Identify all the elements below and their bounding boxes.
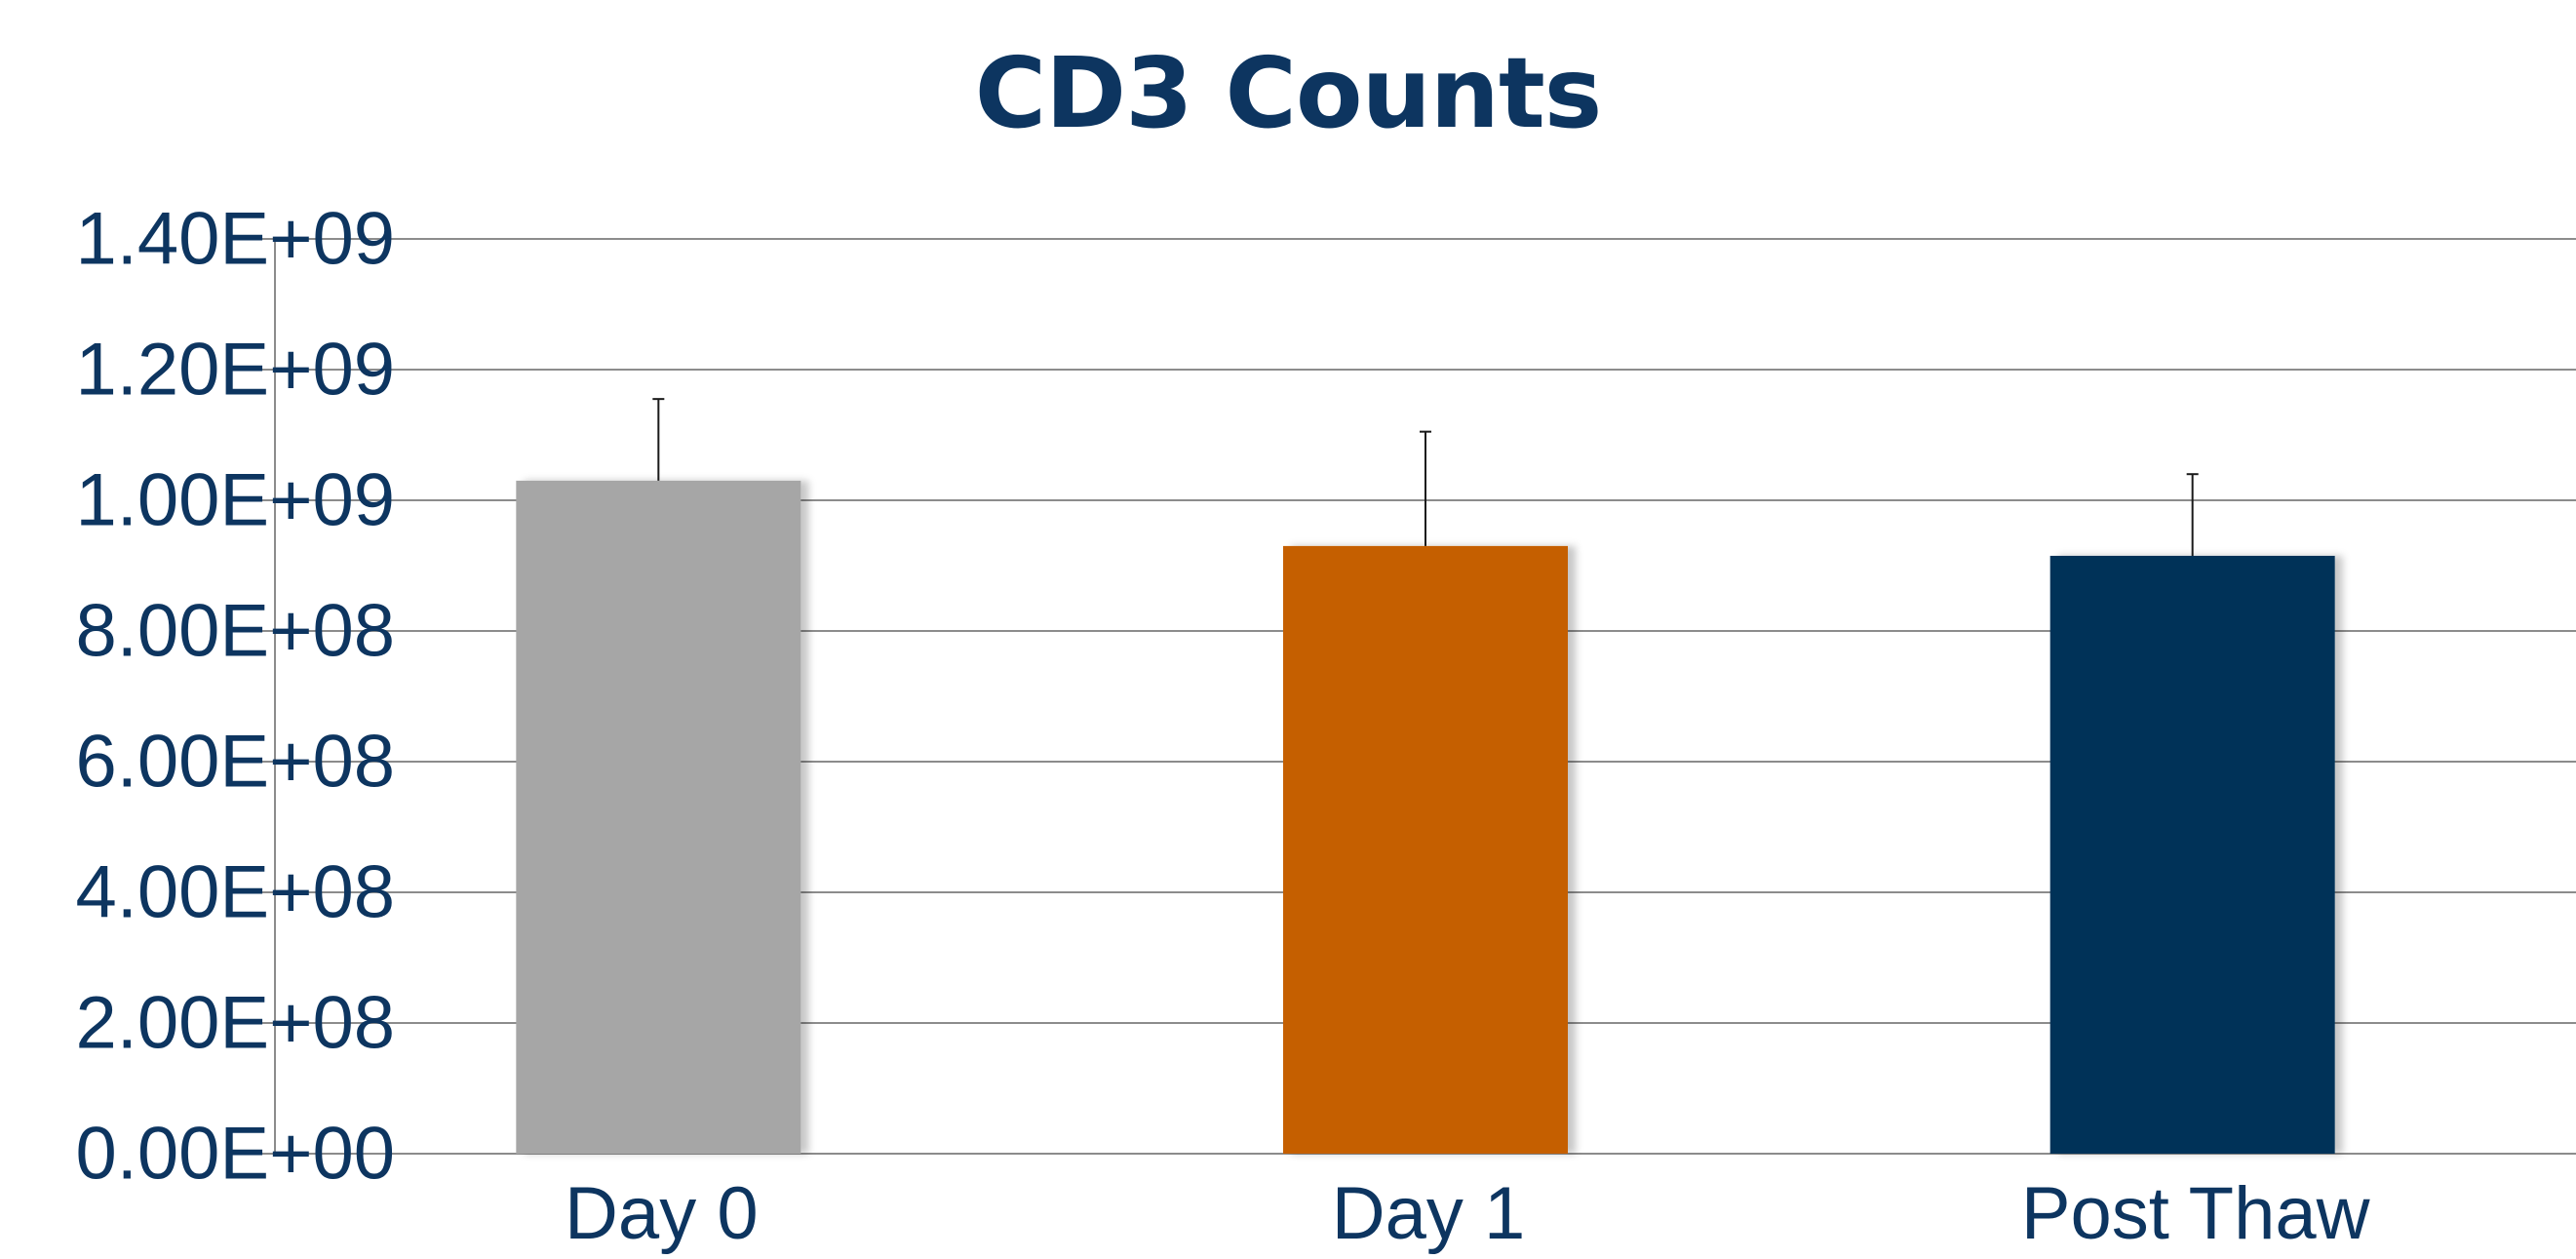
bar-day-1 bbox=[1283, 545, 1568, 1154]
y-tick-label: 6.00E+08 bbox=[75, 721, 395, 804]
bar-day-0 bbox=[516, 480, 801, 1154]
x-category-label: Day 1 bbox=[1332, 1172, 1526, 1255]
chart-title: CD3 Counts bbox=[974, 36, 1603, 150]
y-tick-label: 0.00E+00 bbox=[75, 1113, 395, 1196]
y-tick-label: 1.00E+09 bbox=[75, 459, 395, 542]
y-tick-label: 1.40E+09 bbox=[75, 198, 395, 281]
x-category-label: Post Thaw bbox=[2021, 1172, 2371, 1255]
y-tick-label: 1.20E+09 bbox=[75, 329, 395, 412]
bar-post-thaw bbox=[2049, 555, 2335, 1154]
y-tick-label: 2.00E+08 bbox=[75, 982, 395, 1065]
y-tick-label: 8.00E+08 bbox=[75, 590, 395, 673]
y-tick-label: 4.00E+08 bbox=[75, 851, 395, 934]
x-category-label: Day 0 bbox=[565, 1172, 759, 1255]
